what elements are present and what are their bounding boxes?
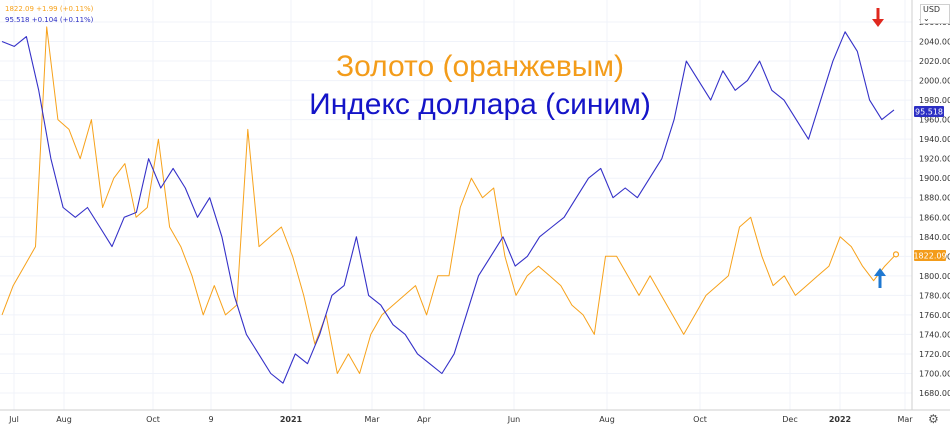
x-tick-label: Oct <box>693 415 707 424</box>
y-tick-label: 1940.00 <box>919 135 950 144</box>
x-tick-label: Jun <box>507 415 521 424</box>
y-tick-label: 1860.00 <box>919 213 950 222</box>
y-tick-label: 2000.00 <box>919 77 950 86</box>
x-axis: Jul Aug Oct 9 2021 Mar Apr Jun Aug Oct Dec 2022 Mar <box>0 409 950 424</box>
x-tick-label: Mar <box>364 415 380 424</box>
y-tick-label: 1980.00 <box>919 96 950 105</box>
y-tick-label: 1760.00 <box>919 311 950 320</box>
grid <box>0 0 912 410</box>
x-tick-label: 9 <box>208 415 213 424</box>
y-tick-label: 1720.00 <box>919 350 950 359</box>
gold-series-line <box>1 26 897 374</box>
svg-text:1822.09: 1822.09 <box>913 252 946 261</box>
y-tick-label: 1920.00 <box>919 155 950 164</box>
x-tick-label: Aug <box>599 415 615 424</box>
title-dxy: Индекс доллара (синим) <box>309 88 651 121</box>
y-tick-label: 1840.00 <box>919 233 950 242</box>
x-tick-label: Mar <box>897 415 913 424</box>
gold-last-point <box>892 251 900 258</box>
dxy-legend: 95.518 +0.104 (+0.11%) <box>5 16 94 24</box>
y-tick-label: 1960.00 <box>919 116 950 125</box>
y-tick-label: 2020.00 <box>919 57 950 66</box>
svg-text:95.518: 95.518 <box>915 108 943 117</box>
x-tick-label: Dec <box>782 415 797 424</box>
dxy-series-line <box>1 31 895 384</box>
x-tick-label: 2021 <box>280 415 303 424</box>
settings-gear-icon[interactable]: ⚙ <box>928 412 939 426</box>
gold-legend: 1822.09 +1.99 (+0.11%) <box>5 5 94 13</box>
y-axis: 2060.002040.002020.002000.001980.001960.… <box>911 0 950 410</box>
gold-price-tag: 1822.09 <box>913 250 947 261</box>
y-tick-label: 1700.00 <box>919 369 950 378</box>
currency-label: USD <box>923 5 941 14</box>
chevron-down-icon: ⌄ <box>923 14 930 23</box>
dxy-price-tag: 95.518 <box>914 106 944 117</box>
x-tick-label: Jul <box>8 415 19 424</box>
up-arrow-icon <box>874 268 886 288</box>
y-tick-label: 1880.00 <box>919 194 950 203</box>
x-tick-label: Aug <box>56 415 72 424</box>
y-tick-label: 1680.00 <box>919 389 950 398</box>
x-tick-label: Oct <box>146 415 160 424</box>
title-gold: Золото (оранжевым) <box>336 50 624 83</box>
y-tick-label: 1780.00 <box>919 291 950 300</box>
x-tick-label: Apr <box>417 415 432 424</box>
down-arrow-icon <box>872 8 884 27</box>
y-tick-label: 2040.00 <box>919 38 950 47</box>
y-tick-label: 1740.00 <box>919 330 950 339</box>
currency-selector[interactable]: USD ⌄ <box>920 4 950 24</box>
x-tick-label: 2022 <box>829 415 851 424</box>
y-tick-label: 1900.00 <box>919 174 950 183</box>
y-tick-label: 1800.00 <box>919 272 950 281</box>
